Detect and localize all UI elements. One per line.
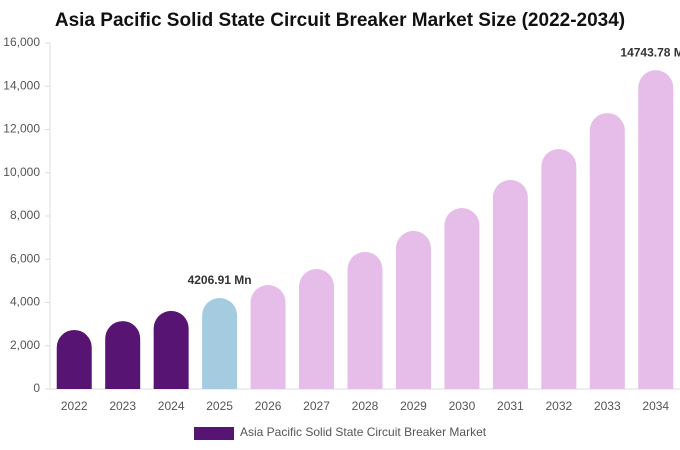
chart-title: Asia Pacific Solid State Circuit Breaker… (55, 10, 625, 31)
bar (541, 148, 577, 389)
y-tick-label: 4,000 (10, 295, 40, 309)
bar (444, 207, 480, 389)
bar (105, 321, 141, 389)
bar (492, 179, 528, 389)
value-label: 4206.91 Mn (188, 273, 252, 287)
bar (395, 230, 431, 389)
value-label: 14743.78 Mn (620, 45, 680, 59)
y-tick-label: 6,000 (10, 251, 40, 265)
x-tick-label: 2034 (642, 399, 669, 413)
bar (589, 113, 625, 389)
bar (299, 268, 335, 389)
x-tick-label: 2023 (109, 399, 136, 413)
bar (250, 285, 286, 389)
x-tick-label: 2030 (449, 399, 476, 413)
bar (202, 298, 238, 389)
x-tick-label: 2031 (497, 399, 524, 413)
x-tick-label: 2022 (61, 399, 88, 413)
x-tick-label: 2033 (594, 399, 621, 413)
x-tick-label: 2027 (303, 399, 330, 413)
x-tick-label: 2029 (400, 399, 427, 413)
y-tick-label: 10,000 (3, 165, 40, 179)
x-tick-label: 2026 (255, 399, 282, 413)
y-tick-label: 14,000 (3, 78, 40, 92)
x-tick-label: 2032 (545, 399, 572, 413)
y-tick-label: 0 (33, 381, 40, 395)
x-tick-label: 2024 (158, 399, 185, 413)
x-tick-label: 2025 (206, 399, 233, 413)
bar (153, 310, 189, 389)
y-tick-label: 2,000 (10, 338, 40, 352)
bar (638, 70, 674, 389)
y-tick-label: 8,000 (10, 208, 40, 222)
x-tick-label: 2028 (352, 399, 379, 413)
y-tick-label: 12,000 (3, 122, 40, 136)
bar (347, 251, 383, 389)
bar (56, 329, 92, 389)
y-tick-label: 16,000 (3, 35, 40, 49)
legend-swatch (194, 427, 234, 440)
legend-label: Asia Pacific Solid State Circuit Breaker… (240, 425, 487, 439)
